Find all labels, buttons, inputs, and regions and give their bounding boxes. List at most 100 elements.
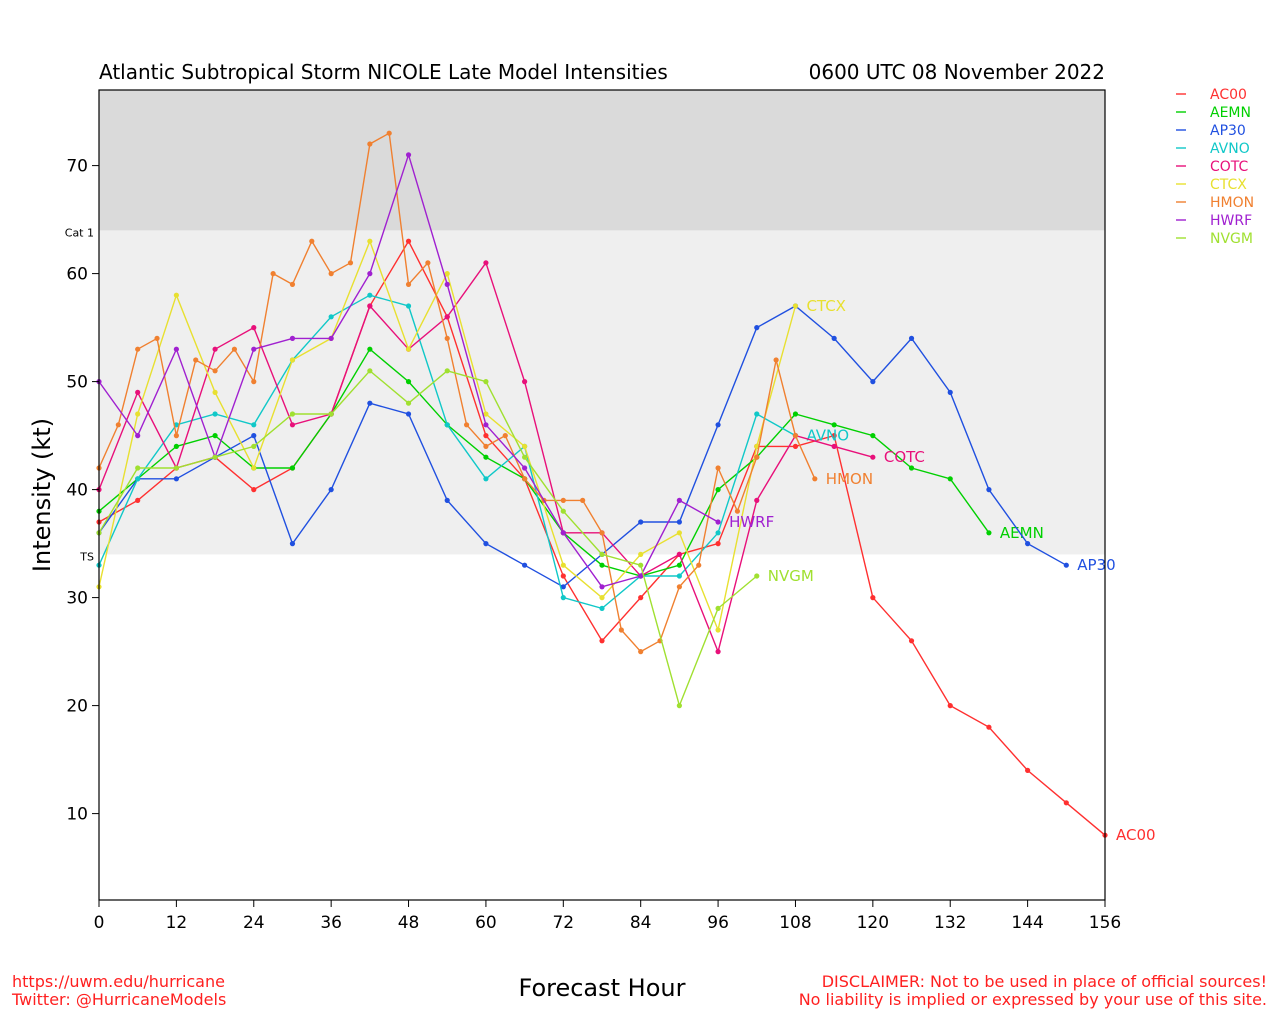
data-point-hmon xyxy=(251,379,257,385)
data-point-hwrf xyxy=(522,465,528,471)
series-avno: AVNO xyxy=(96,292,849,612)
data-point-ctcx xyxy=(135,411,141,417)
data-point-hmon xyxy=(309,238,315,244)
intensity-bands: TS Cat 1 xyxy=(65,90,1105,563)
data-point-ctcx xyxy=(676,530,682,536)
data-point-hmon xyxy=(483,443,489,449)
data-point-ctcx xyxy=(483,411,489,417)
data-point-nvgm xyxy=(560,508,566,514)
data-point-ac00 xyxy=(831,433,837,439)
data-point-hmon xyxy=(580,497,586,503)
data-point-avno xyxy=(715,530,721,536)
footer-url[interactable]: https://uwm.edu/hurricane xyxy=(12,972,225,991)
legend-label-cotc: COTC xyxy=(1210,159,1249,175)
data-point-ap30 xyxy=(444,497,450,503)
data-point-nvgm xyxy=(251,443,257,449)
legend-label-ap30: AP30 xyxy=(1210,123,1246,139)
series-end-label-hmon: HMON xyxy=(826,470,873,488)
data-point-hwrf xyxy=(289,335,296,341)
data-point-hmon xyxy=(193,357,199,363)
data-point-ap30 xyxy=(754,325,760,331)
data-point-hmon xyxy=(173,433,179,439)
data-point-ac00 xyxy=(870,595,876,601)
legend-label-hwrf: HWRF xyxy=(1210,213,1252,229)
data-point-aemn xyxy=(367,346,373,352)
series-end-label-nvgm: NVGM xyxy=(768,567,814,585)
series-ap30: AP30 xyxy=(96,303,1116,590)
series-end-label-aemn: AEMN xyxy=(1000,524,1044,542)
data-point-ctcx xyxy=(560,562,566,568)
footer-disclaimer: DISCLAIMER: Not to be used in place of o… xyxy=(799,973,1267,1009)
series-end-label-hwrf: HWRF xyxy=(729,513,774,531)
data-point-ap30 xyxy=(289,541,296,547)
data-point-cotc xyxy=(289,422,296,428)
y-axis-label: Intensity (kt) xyxy=(28,418,56,572)
data-point-hmon xyxy=(425,260,431,266)
data-point-cotc xyxy=(483,260,489,266)
data-point-ac00 xyxy=(405,238,412,244)
data-point-ctcx xyxy=(638,551,644,558)
data-point-hwrf xyxy=(483,422,489,428)
data-point-ctcx xyxy=(715,627,721,633)
legend-label-ctcx: CTCX xyxy=(1210,177,1247,193)
data-point-hwrf xyxy=(599,584,605,590)
data-point-aemn xyxy=(908,465,915,471)
data-point-hmon xyxy=(599,530,605,536)
data-point-hmon xyxy=(328,271,334,277)
data-point-ap30 xyxy=(251,433,257,439)
data-point-hmon xyxy=(638,649,644,655)
x-tick-label: 0 xyxy=(94,913,105,933)
data-point-hmon xyxy=(812,476,818,482)
data-point-cotc xyxy=(754,497,760,503)
y-tick-label: 40 xyxy=(66,481,88,501)
legend-label-nvgm: NVGM xyxy=(1210,231,1253,247)
data-point-hmon xyxy=(135,346,141,352)
data-point-ap30 xyxy=(1025,541,1031,547)
data-point-hmon xyxy=(212,368,218,374)
data-point-nvgm xyxy=(135,465,141,471)
x-tick-label: 108 xyxy=(779,913,811,933)
series-lines: AC00 AEMN AP30 AVNO COTC CTCX HMON HWRF NVGM xyxy=(96,130,1156,844)
band-cat-1 xyxy=(99,90,1105,231)
data-point-aemn xyxy=(715,487,721,493)
data-point-ap30 xyxy=(986,487,992,493)
data-point-ap30 xyxy=(908,335,915,341)
data-point-cotc xyxy=(367,303,373,309)
data-point-aemn xyxy=(173,443,179,449)
data-point-nvgm xyxy=(522,454,528,460)
data-point-hmon xyxy=(792,433,799,439)
data-point-aemn xyxy=(676,562,682,568)
data-point-ctcx xyxy=(522,443,528,449)
x-tick-label: 72 xyxy=(552,913,574,933)
data-point-ap30 xyxy=(676,519,682,525)
data-point-hwrf xyxy=(444,281,450,287)
data-point-cotc xyxy=(522,379,528,385)
x-tick-label: 48 xyxy=(398,913,420,933)
footer-twitter[interactable]: Twitter: @HurricaneModels xyxy=(12,990,227,1009)
data-point-nvgm xyxy=(715,605,721,612)
data-point-aemn xyxy=(792,411,799,417)
data-point-hmon xyxy=(676,584,682,590)
data-point-aemn xyxy=(986,530,992,536)
data-point-nvgm xyxy=(405,400,412,406)
data-point-hmon xyxy=(696,562,702,568)
data-point-nvgm xyxy=(638,562,644,568)
band-label-ts: TS xyxy=(79,550,94,563)
data-point-ac00 xyxy=(792,443,799,449)
series-end-label-ac00: AC00 xyxy=(1116,826,1156,844)
plot-frame xyxy=(98,89,1106,901)
data-point-ac00 xyxy=(1063,800,1069,806)
data-point-hwrf xyxy=(405,152,412,158)
data-point-avno xyxy=(251,422,257,428)
data-point-ac00 xyxy=(135,497,141,503)
data-point-cotc xyxy=(251,325,257,331)
disclaimer-line-2: No liability is implied or expressed by … xyxy=(798,990,1267,1009)
data-point-cotc xyxy=(676,551,682,558)
legend-label-avno: AVNO xyxy=(1210,141,1250,157)
data-point-cotc xyxy=(444,314,450,320)
data-point-aemn xyxy=(831,422,837,428)
data-point-ac00 xyxy=(947,703,953,709)
axes: 0 12 24 36 48 60 72 84 96 108 120 132 144 156 10 20 30 40… xyxy=(66,157,1121,933)
data-point-hmon xyxy=(734,508,741,514)
x-tick-label: 156 xyxy=(1089,913,1121,933)
